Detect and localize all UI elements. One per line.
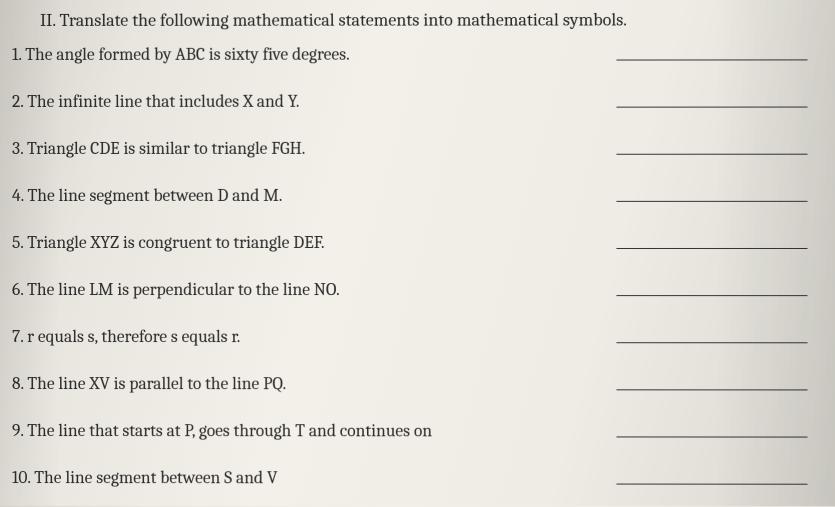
question-text: 9. The line that starts at P, goes throu…: [12, 421, 432, 441]
section-header: II. Translate the following mathematical…: [0, 9, 835, 45]
answer-blank[interactable]: [616, 295, 807, 296]
question-text: 6. The line LM is perpendicular to the l…: [12, 280, 340, 300]
worksheet-page: II. Translate the following mathematical…: [0, 0, 835, 507]
question-text: 7. r equals s, therefore s equals r.: [12, 327, 240, 347]
answer-blank[interactable]: [616, 436, 807, 437]
question-row: 10. The line segment between S and V: [4, 468, 835, 489]
answer-blank[interactable]: [616, 201, 807, 202]
question-row: 5. Triangle XYZ is congruent to triangle…: [4, 233, 835, 253]
question-row: 4. The line segment between D and M.: [4, 186, 835, 206]
question-row: 8. The line XV is parallel to the line P…: [4, 374, 835, 394]
answer-blank[interactable]: [616, 389, 807, 390]
answer-blank[interactable]: [616, 342, 807, 343]
question-row: 6. The line LM is perpendicular to the l…: [4, 280, 835, 300]
question-row: 3. Triangle CDE is similar to triangle F…: [4, 139, 835, 159]
question-text: 4. The line segment between D and M.: [12, 186, 282, 206]
answer-blank[interactable]: [616, 248, 807, 249]
question-text: 10. The line segment between S and V: [12, 468, 278, 488]
question-text: 5. Triangle XYZ is congruent to triangle…: [12, 233, 324, 253]
question-text: 2. The infinite line that includes X and…: [12, 92, 299, 112]
question-row: 1. The angle formed by ABC is sixty five…: [4, 44, 835, 65]
answer-blank[interactable]: [616, 154, 807, 155]
question-row: 2. The infinite line that includes X and…: [4, 91, 835, 112]
question-text: 3. Triangle CDE is similar to triangle F…: [12, 139, 305, 159]
question-list: 1. The angle formed by ABC is sixty five…: [0, 44, 835, 488]
question-row: 9. The line that starts at P, goes throu…: [4, 421, 835, 442]
question-row: 7. r equals s, therefore s equals r.: [4, 327, 835, 347]
answer-blank[interactable]: [616, 484, 807, 485]
answer-blank[interactable]: [616, 107, 807, 108]
question-text: 1. The angle formed by ABC is sixty five…: [12, 45, 350, 65]
question-text: 8. The line XV is parallel to the line P…: [12, 374, 286, 394]
answer-blank[interactable]: [616, 59, 807, 60]
